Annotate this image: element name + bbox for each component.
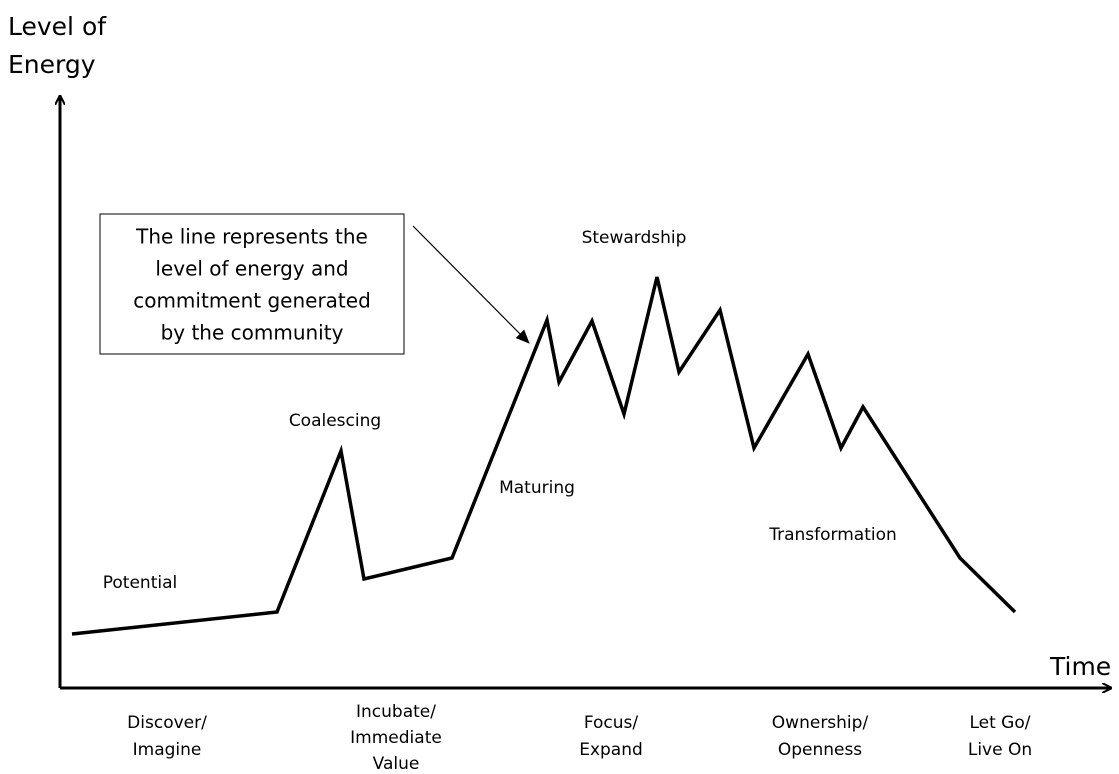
phase-label: Expand: [579, 740, 643, 760]
energy-line: [71, 276, 1017, 636]
phase-label: Focus/: [584, 713, 639, 733]
callout-arrow: [412, 225, 530, 344]
callout-text: commitment generated: [133, 289, 371, 313]
phase-label: Value: [373, 754, 420, 774]
callout-box: [99, 213, 405, 355]
y-axis-label: Level of: [8, 12, 107, 41]
x-axis-label: Time: [1049, 652, 1111, 681]
callout-text: The line represents the: [135, 225, 368, 249]
callout-text: level of energy and: [155, 257, 348, 281]
callout-text: by the community: [161, 321, 344, 345]
phase-label: Let Go/: [969, 713, 1030, 733]
stage-label: Transformation: [768, 525, 897, 545]
stage-label: Maturing: [499, 478, 575, 498]
phase-label: Immediate: [350, 728, 442, 748]
phase-label: Imagine: [133, 740, 202, 760]
stage-label: Potential: [103, 573, 177, 593]
phase-label: Discover/: [127, 713, 207, 733]
y-axis-label: Energy: [8, 50, 96, 79]
phase-label: Ownership/: [772, 713, 869, 733]
phase-label: Openness: [778, 740, 862, 760]
phase-label: Live On: [968, 740, 1032, 760]
phase-label: Incubate/: [356, 702, 436, 722]
stage-label: Stewardship: [582, 228, 687, 248]
stage-label: Coalescing: [289, 411, 381, 431]
